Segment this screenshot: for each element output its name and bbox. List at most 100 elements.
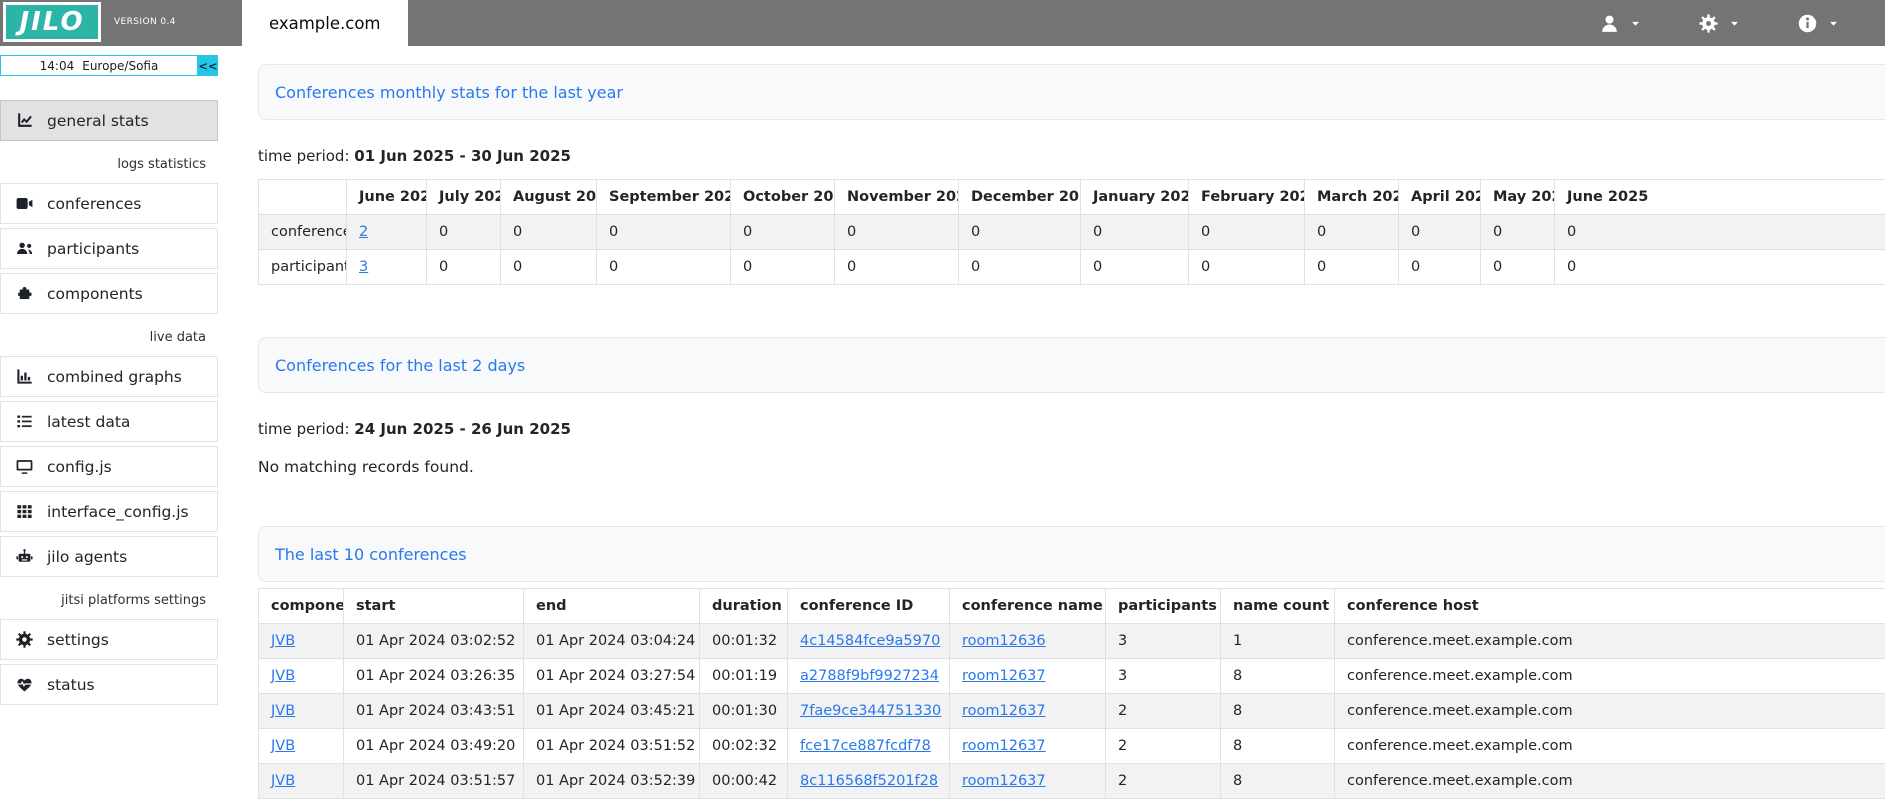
sidebar-collapse-button[interactable]: <<: [198, 55, 218, 76]
table-link[interactable]: 8c116568f5201f28: [800, 773, 939, 789]
clock: 14:04 Europe/Sofia: [0, 55, 198, 76]
table-cell: JVB: [258, 658, 344, 694]
table-link[interactable]: 2: [359, 224, 369, 240]
last-2-days-title[interactable]: Conferences for the last 2 days: [275, 355, 526, 375]
table-cell: 01 Apr 2024 03:49:20: [343, 728, 524, 764]
sidebar-item-general-stats[interactable]: general stats: [0, 100, 218, 141]
column-header: name count: [1220, 588, 1335, 624]
table-row: JVB 01 Apr 2024 03:51:57 01 Apr 2024 03:52…: [258, 763, 1885, 799]
table-link[interactable]: room12637: [962, 773, 1046, 789]
sidebar-item-label: config.js: [47, 457, 112, 476]
gear-icon: [15, 630, 34, 649]
table-cell: conference.meet.example.com: [1334, 728, 1885, 764]
table-link[interactable]: room12636: [962, 633, 1046, 649]
table-link[interactable]: JVB: [271, 773, 296, 789]
table-link[interactable]: 3: [359, 259, 369, 275]
table-link[interactable]: room12637: [962, 668, 1046, 684]
clock-timezone: Europe/Sofia: [82, 58, 159, 73]
sidebar-item-components[interactable]: components: [0, 273, 218, 314]
table-header-row: componentstartenddurationconference IDco…: [258, 588, 1885, 624]
chart-column-icon: [15, 367, 34, 386]
monthly-stats-title[interactable]: Conferences monthly stats for the last y…: [275, 82, 623, 102]
table-cell: 0: [1554, 214, 1885, 250]
table-cell: 4c14584fce9a5970: [787, 623, 950, 659]
table-cell: a2788f9bf9927234: [787, 658, 950, 694]
table-cell: conference.meet.example.com: [1334, 658, 1885, 694]
table-cell: JVB: [258, 763, 344, 799]
table-cell: 8c116568f5201f28: [787, 763, 950, 799]
column-header: conference host: [1334, 588, 1885, 624]
column-header: June 2024: [346, 179, 427, 215]
sidebar-item-participants[interactable]: participants: [0, 228, 218, 269]
table-link[interactable]: JVB: [271, 703, 296, 719]
table-link[interactable]: JVB: [271, 738, 296, 754]
heart-pulse-icon: [15, 675, 34, 694]
last-10-conferences-table: componentstartenddurationconference IDco…: [258, 588, 1885, 799]
table-cell: JVB: [258, 693, 344, 729]
card-last-2-days: Conferences for the last 2 days: [258, 337, 1885, 393]
puzzle-piece-icon: [15, 284, 34, 303]
settings-menu[interactable]: [1698, 13, 1740, 34]
table-cell: 01 Apr 2024 03:45:21: [523, 693, 700, 729]
table-link[interactable]: JVB: [271, 668, 296, 684]
column-header: September 2024: [596, 179, 731, 215]
table-cell: 8: [1220, 693, 1335, 729]
app-logo-text: JILO: [19, 7, 85, 37]
table-row: JVB 01 Apr 2024 03:43:51 01 Apr 2024 03:45…: [258, 693, 1885, 729]
user-menu[interactable]: [1599, 13, 1641, 34]
table-link[interactable]: room12637: [962, 703, 1046, 719]
column-header: March 2025: [1304, 179, 1399, 215]
table-link[interactable]: fce17ce887fcdf78: [800, 738, 931, 754]
table-cell: 0: [596, 249, 731, 285]
table-cell: 3: [346, 249, 427, 285]
column-header: November 2024: [834, 179, 959, 215]
time-period-label: time period:: [258, 420, 350, 438]
sidebar-item-conferences[interactable]: conferences: [0, 183, 218, 224]
chevron-down-icon: [1729, 18, 1740, 29]
time-period-label: time period:: [258, 147, 350, 165]
table-link[interactable]: 7fae9ce344751330: [800, 703, 942, 719]
table-cell: room12637: [949, 728, 1106, 764]
table-cell: conference.meet.example.com: [1334, 763, 1885, 799]
sidebar-item-settings[interactable]: settings: [0, 619, 218, 660]
sidebar-section-logs-statistics: logs statistics: [117, 156, 206, 172]
table-cell: 1: [1220, 623, 1335, 659]
sidebar-item-label: status: [47, 675, 95, 694]
table-cell: 01 Apr 2024 03:02:52: [343, 623, 524, 659]
table-cell: 3: [1105, 623, 1221, 659]
sidebar-item-latest-data[interactable]: latest data: [0, 401, 218, 442]
sidebar-item-config-js[interactable]: config.js: [0, 446, 218, 487]
last-10-conferences-title[interactable]: The last 10 conferences: [275, 544, 467, 564]
sidebar-item-combined-graphs[interactable]: combined graphs: [0, 356, 218, 397]
table-cell: 2: [1105, 693, 1221, 729]
column-header: conference ID: [787, 588, 950, 624]
table-link[interactable]: 4c14584fce9a5970: [800, 633, 941, 649]
table-cell: 00:00:42: [699, 763, 788, 799]
platform-tab-example-com[interactable]: example.com: [242, 0, 408, 46]
column-header: component: [258, 588, 344, 624]
chevron-down-icon: [1828, 18, 1839, 29]
sidebar-item-label: combined graphs: [47, 367, 182, 386]
column-header: August 2024: [500, 179, 597, 215]
column-header: October 2024: [730, 179, 835, 215]
table-link[interactable]: JVB: [271, 633, 296, 649]
sidebar-item-interface-config-js[interactable]: interface_config.js: [0, 491, 218, 532]
table-cell: 0: [1080, 249, 1189, 285]
sidebar-item-jilo-agents[interactable]: jilo agents: [0, 536, 218, 577]
table-cell: 8: [1220, 658, 1335, 694]
info-menu[interactable]: [1797, 13, 1839, 34]
chevron-down-icon: [1630, 18, 1641, 29]
robot-icon: [15, 547, 34, 566]
column-header: May 2025: [1480, 179, 1555, 215]
column-header: December 2024: [958, 179, 1081, 215]
table-cell: 0: [426, 214, 501, 250]
sidebar-item-status[interactable]: status: [0, 664, 218, 705]
sidebar-item-label: participants: [47, 239, 140, 258]
table-cell: 0: [596, 214, 731, 250]
app-logo[interactable]: JILO: [3, 2, 101, 42]
table-cell: 0: [1480, 214, 1555, 250]
table-link[interactable]: a2788f9bf9927234: [800, 668, 940, 684]
column-header: January 2025: [1080, 179, 1189, 215]
table-link[interactable]: room12637: [962, 738, 1046, 754]
table-cell: room12637: [949, 693, 1106, 729]
